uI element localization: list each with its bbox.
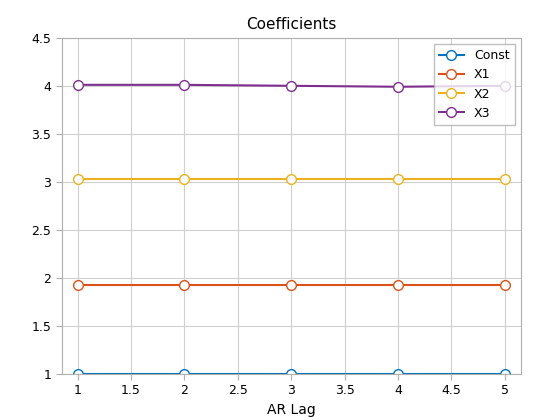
Line: X1: X1 — [73, 280, 510, 289]
X3 — [501, 83, 508, 88]
Const — [395, 371, 402, 376]
Legend: Const, X1, X2, X3: Const, X1, X2, X3 — [434, 44, 515, 125]
Const — [501, 371, 508, 376]
X1 — [74, 282, 81, 287]
X3 — [181, 82, 188, 87]
X1 — [501, 282, 508, 287]
X2 — [395, 176, 402, 181]
X3 — [74, 82, 81, 87]
X1 — [395, 282, 402, 287]
X2 — [501, 176, 508, 181]
Line: X3: X3 — [73, 80, 510, 92]
X2 — [288, 176, 295, 181]
Const — [288, 371, 295, 376]
Title: Coefficients: Coefficients — [246, 18, 337, 32]
X3 — [288, 83, 295, 88]
X3 — [395, 84, 402, 89]
X1 — [181, 282, 188, 287]
Line: X2: X2 — [73, 174, 510, 184]
X1 — [288, 282, 295, 287]
X2 — [74, 176, 81, 181]
Line: Const: Const — [73, 369, 510, 379]
X2 — [181, 176, 188, 181]
X-axis label: AR Lag: AR Lag — [267, 403, 316, 417]
Const — [181, 371, 188, 376]
Const — [74, 371, 81, 376]
